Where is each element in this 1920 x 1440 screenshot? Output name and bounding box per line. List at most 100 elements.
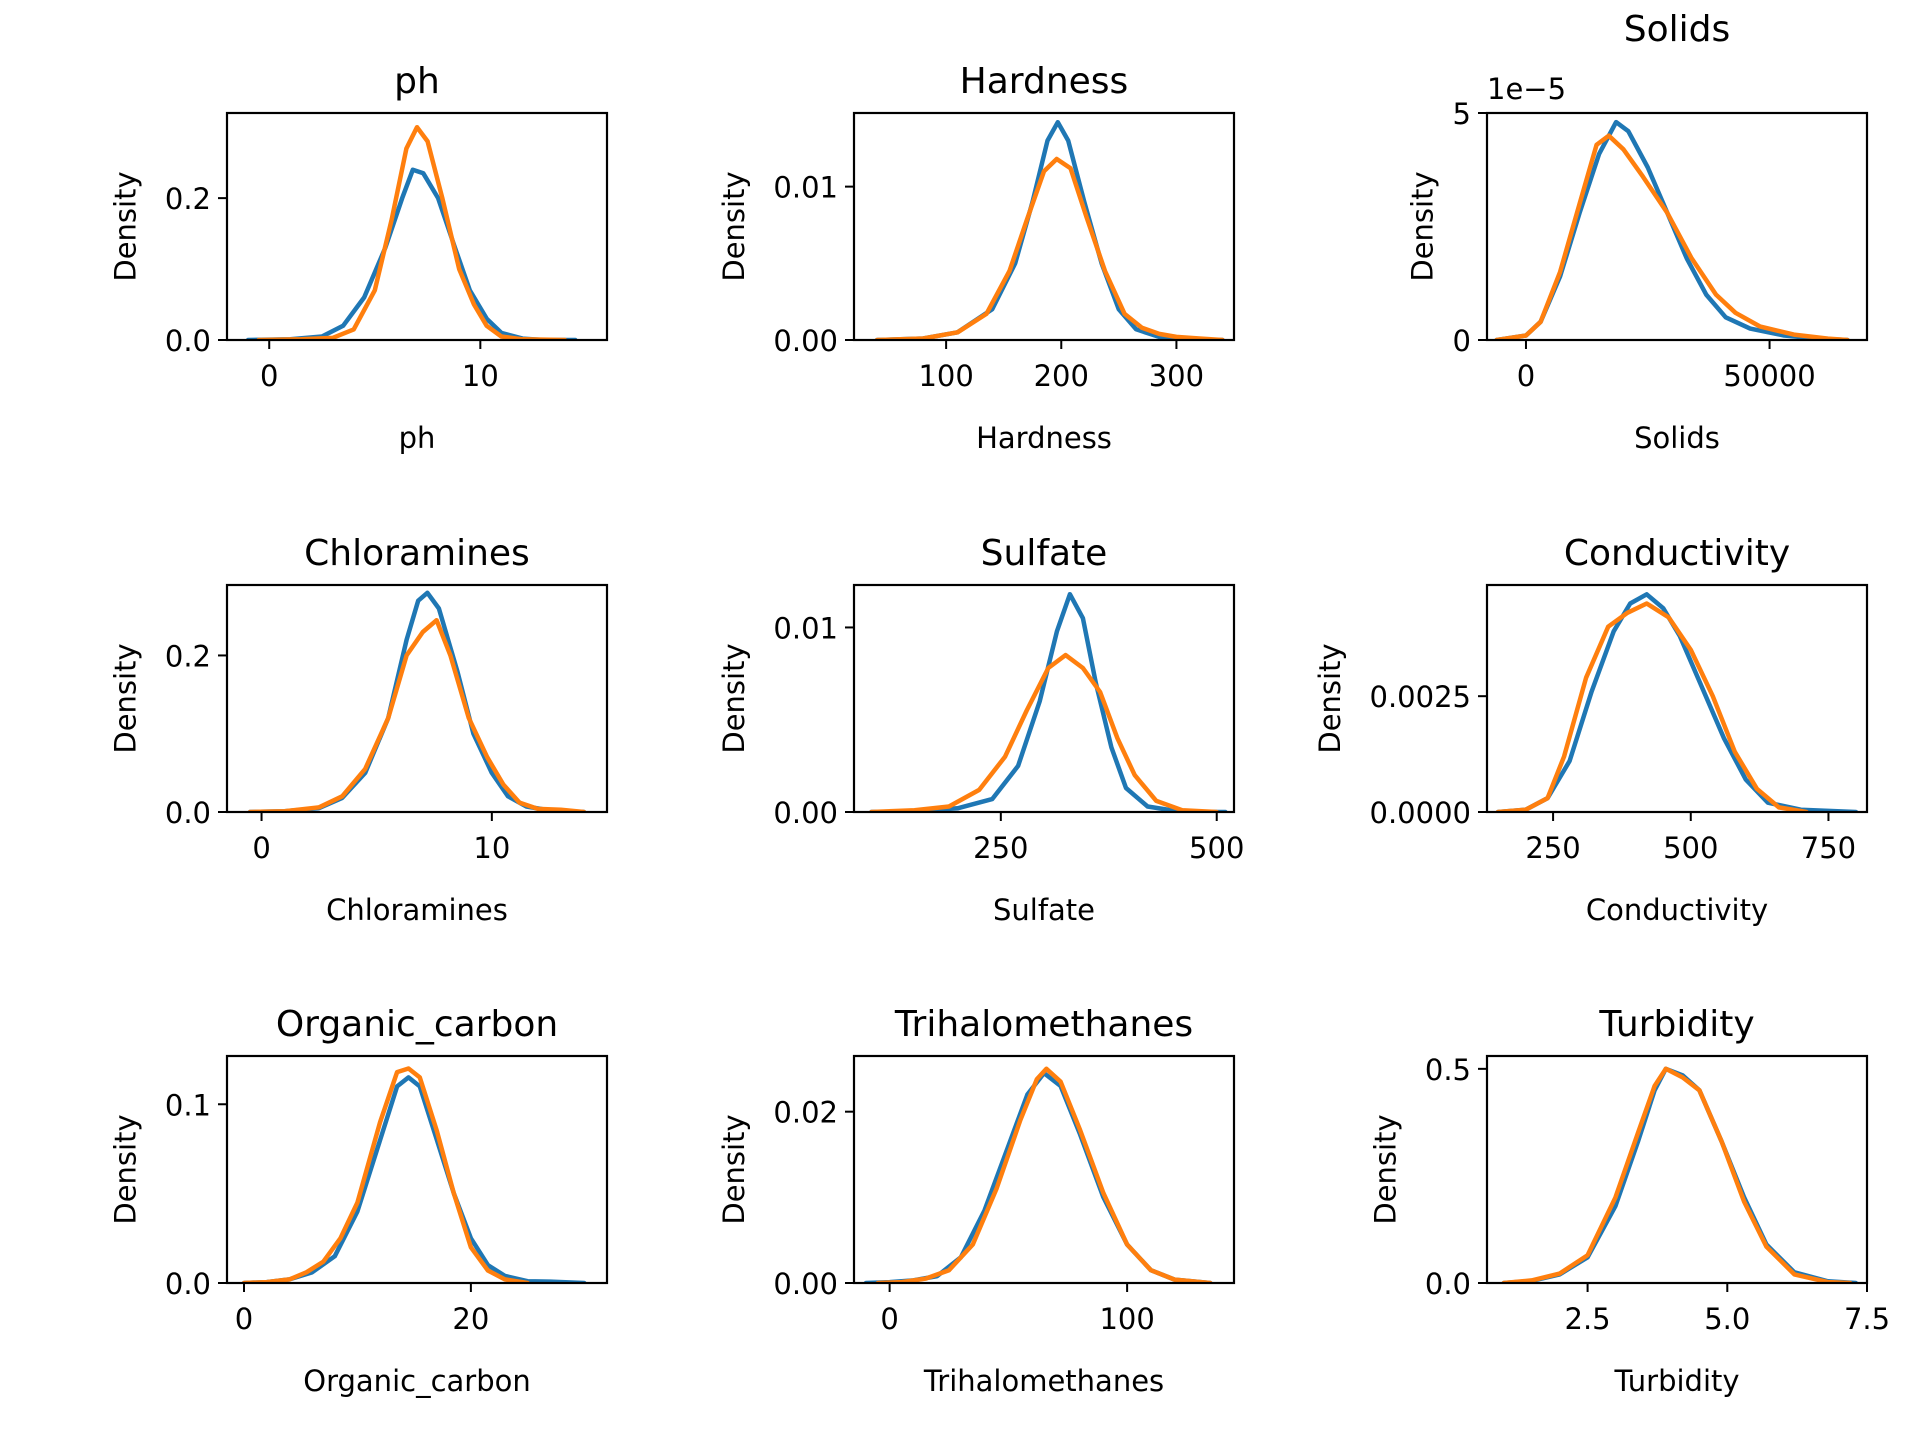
x-tick-label: 2.5 [1565,1302,1611,1336]
y-axis-label: Density [1369,1114,1403,1224]
x-axis-label: Organic_carbon [303,1364,530,1398]
y-tick-label: 0.1 [165,1088,211,1122]
x-tick-label: 500 [1663,831,1718,865]
y-tick-label: 0 [1453,324,1471,358]
y-axis-label: Density [1406,171,1440,281]
x-tick-label: 250 [973,831,1028,865]
x-axis-label: Solids [1634,421,1720,455]
y-tick-label: 0.01 [773,611,838,645]
y-tick-label: 0.5 [1425,1053,1471,1087]
density-curve-blue [247,590,587,812]
density-curve-blue [1501,1066,1859,1283]
axes-frame [225,583,609,814]
density-curve-orange [1501,1066,1853,1283]
axes-frame [852,1054,1236,1285]
y-tick-label: 0.00 [773,1267,838,1301]
y-tick-label: 0.0025 [1370,680,1471,714]
subplot-title: Trihalomethanes [894,1004,1193,1045]
subplot-title: Hardness [960,61,1129,102]
density-curve-orange [256,124,568,340]
x-tick-label: 100 [1099,1302,1154,1336]
density-curve-blue [869,591,1228,812]
y-offset-label: 1e−5 [1487,72,1566,106]
subplot-chloramines: 0 10 0.0 0.2 Chloramines Chloramines Density [109,533,609,927]
x-tick-label: 0 [235,1302,253,1336]
x-tick-label: 200 [1034,359,1089,393]
x-tick-label: 0 [1517,359,1535,393]
y-tick-label: 0.02 [773,1096,838,1130]
axes-frame [852,111,1236,342]
y-tick-label: 0.0 [165,1267,211,1301]
axes-frame [1485,583,1869,814]
axes-frame [1485,1054,1869,1285]
density-curve-orange [875,1066,1213,1283]
y-axis-label: Density [717,171,751,281]
x-axis-label: Chloramines [326,893,508,927]
density-curve-orange [874,156,1225,340]
subplot-title: Organic_carbon [276,1004,558,1045]
density-curve-orange [1495,601,1809,812]
density-curve-blue [241,1075,587,1283]
subplot-hardness: 100 200 300 0.00 0.01 Hardness Hardness Density [717,61,1236,455]
subplot-title: Sulfate [981,533,1108,574]
x-tick-label: 50000 [1723,359,1815,393]
y-tick-label: 0.0 [165,796,211,830]
y-axis-label: Density [109,1114,143,1224]
y-axis-label: Density [1313,643,1347,753]
subplot-title: Conductivity [1564,533,1790,574]
subplot-solids: 0 50000 0 5 Solids Solids Density 1e−5 [1406,9,1869,455]
subplot-title: ph [394,61,440,102]
x-tick-label: 0 [260,359,278,393]
subplot-title: Solids [1624,9,1731,50]
axes-frame [1485,111,1869,342]
density-curve-blue [245,167,578,340]
subplot-conductivity: 250 500 750 0.0000 0.0025 Conductivity Conduct… [1313,533,1869,927]
x-tick-label: 5.0 [1704,1302,1750,1336]
subplot-sulfate: 250 500 0.00 0.01 Sulfate Sulfate Density [717,533,1244,927]
y-tick-label: 0.0 [165,324,211,358]
density-curve-blue [874,119,1225,340]
x-tick-label: 0 [880,1302,898,1336]
subplot-title: Turbidity [1598,1004,1754,1045]
axes-frame [225,1054,609,1285]
x-tick-label: 300 [1149,359,1204,393]
subplot-ph: 0 10 0.0 0.2 ph ph Density [109,61,609,455]
x-tick-label: 10 [473,831,510,865]
y-tick-label: 0.00 [773,324,838,358]
y-tick-label: 0.0000 [1370,796,1471,830]
x-tick-label: 7.5 [1844,1302,1890,1336]
y-axis-label: Density [109,171,143,281]
y-tick-label: 5 [1453,97,1471,131]
subplot-organic-carbon: 0 20 0.0 0.1 Organic_carbon Organic_carbon Den… [109,1004,609,1398]
x-axis-label: Turbidity [1613,1364,1739,1398]
y-axis-label: Density [109,643,143,753]
density-curve-orange [247,617,587,812]
subplot-trihalomethanes: 0 100 0.00 0.02 Trihalomethanes Trihalomethan… [717,1004,1236,1398]
x-tick-label: 250 [1525,831,1580,865]
x-tick-label: 750 [1801,831,1856,865]
y-tick-label: 0.0 [1425,1267,1471,1301]
density-curve-blue [1494,119,1850,340]
x-tick-label: 20 [452,1302,489,1336]
y-axis-label: Density [717,1114,751,1224]
density-curve-orange [869,652,1219,812]
density-curve-orange [1494,133,1850,340]
y-tick-label: 0.00 [773,796,838,830]
y-axis-label: Density [717,643,751,753]
axes-frame [225,111,609,342]
x-axis-label: Trihalomethanes [923,1364,1164,1398]
x-tick-label: 0 [252,831,270,865]
x-axis-label: Hardness [976,421,1112,455]
x-axis-label: Sulfate [993,893,1095,927]
x-axis-label: Conductivity [1586,893,1768,927]
y-tick-label: 0.2 [165,182,211,216]
x-tick-label: 10 [462,359,499,393]
x-tick-label: 100 [918,359,973,393]
density-curve-blue [863,1070,1213,1283]
subplot-turbidity: 2.5 5.0 7.5 0.0 0.5 Turbidity Turbidity Density [1369,1004,1891,1398]
x-axis-label: ph [399,421,436,455]
y-tick-label: 0.2 [165,639,211,673]
y-tick-label: 0.01 [773,171,838,205]
subplot-title: Chloramines [304,533,530,574]
